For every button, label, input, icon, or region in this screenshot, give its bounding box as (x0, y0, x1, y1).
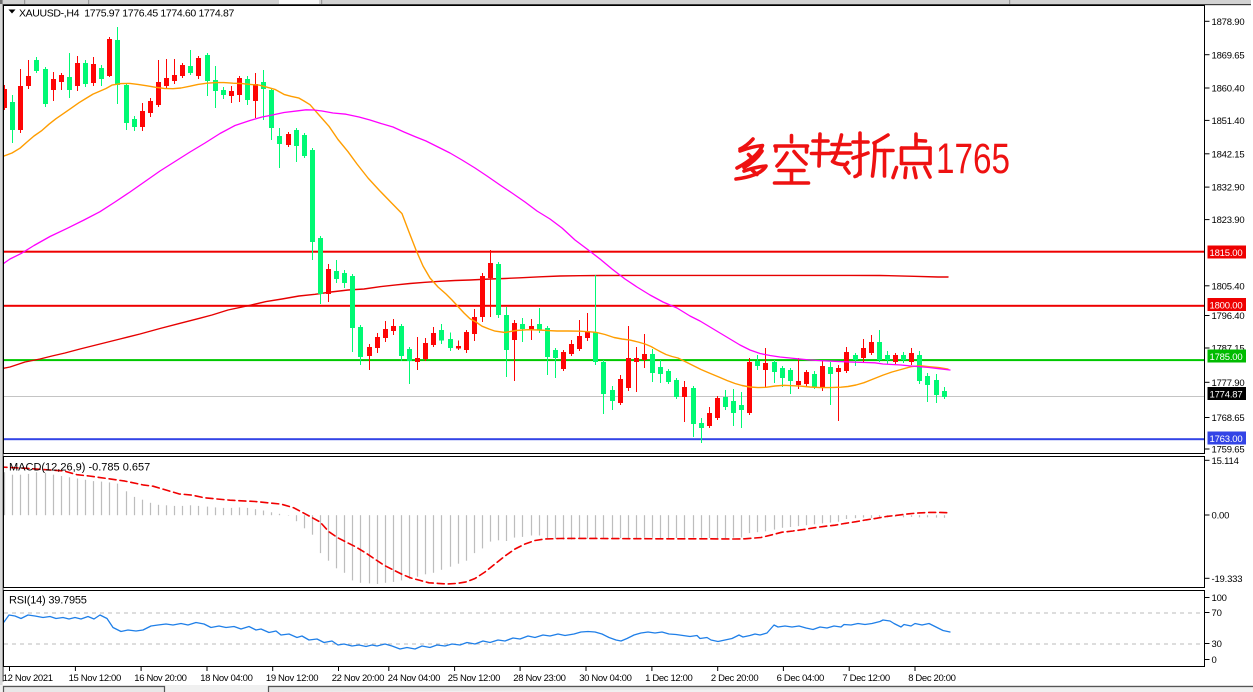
svg-text:1832.90: 1832.90 (1212, 183, 1245, 194)
svg-text:15 Nov 12:00: 15 Nov 12:00 (69, 673, 121, 684)
svg-text:XAUUSD-,H4 1775.97 1776.45 17: XAUUSD-,H4 1775.97 1776.45 1774.60 1774.… (19, 8, 234, 20)
svg-text:0.00: 0.00 (1212, 511, 1230, 522)
svg-text:16 Nov 20:00: 16 Nov 20:00 (134, 673, 186, 684)
svg-text:1869.65: 1869.65 (1212, 50, 1245, 61)
svg-text:1765: 1765 (936, 135, 1010, 183)
svg-text:24 Nov 04:00: 24 Nov 04:00 (388, 673, 440, 684)
svg-text:-19.333: -19.333 (1212, 574, 1243, 585)
svg-text:1851.40: 1851.40 (1212, 116, 1245, 127)
svg-text:12 Nov 2021: 12 Nov 2021 (3, 673, 53, 684)
svg-text:30 Nov 04:00: 30 Nov 04:00 (579, 673, 631, 684)
svg-text:1768.65: 1768.65 (1212, 413, 1245, 424)
svg-text:6 Dec 04:00: 6 Dec 04:00 (777, 673, 824, 684)
svg-text:MACD(12,26,9) -0.785 0.657: MACD(12,26,9) -0.785 0.657 (9, 462, 150, 474)
svg-text:15.114: 15.114 (1212, 456, 1239, 467)
svg-text:1842.15: 1842.15 (1212, 149, 1245, 160)
svg-text:100: 100 (1212, 593, 1227, 604)
svg-text:19 Nov 12:00: 19 Nov 12:00 (266, 673, 318, 684)
svg-text:1759.65: 1759.65 (1212, 445, 1245, 456)
svg-text:18 Nov 04:00: 18 Nov 04:00 (200, 673, 252, 684)
svg-text:25 Nov 12:00: 25 Nov 12:00 (448, 673, 500, 684)
svg-text:1763.00: 1763.00 (1210, 434, 1243, 445)
svg-text:1800.00: 1800.00 (1210, 300, 1243, 311)
svg-text:1774.87: 1774.87 (1210, 389, 1243, 400)
svg-text:1787.15: 1787.15 (1212, 344, 1245, 355)
svg-text:1805.40: 1805.40 (1212, 281, 1245, 292)
svg-text:1796.40: 1796.40 (1212, 311, 1245, 322)
svg-text:30: 30 (1212, 639, 1222, 650)
svg-text:2 Dec 20:00: 2 Dec 20:00 (711, 673, 758, 684)
svg-text:1815.00: 1815.00 (1210, 248, 1243, 259)
svg-text:RSI(14) 39.7955: RSI(14) 39.7955 (9, 595, 87, 607)
svg-text:8 Dec 20:00: 8 Dec 20:00 (908, 673, 955, 684)
svg-text:1 Dec 12:00: 1 Dec 12:00 (645, 673, 692, 684)
svg-text:1878.90: 1878.90 (1212, 17, 1245, 28)
svg-text:70: 70 (1212, 608, 1222, 619)
svg-text:7 Dec 12:00: 7 Dec 12:00 (842, 673, 889, 684)
svg-text:28 Nov 23:00: 28 Nov 23:00 (513, 673, 565, 684)
svg-text:1823.90: 1823.90 (1212, 215, 1245, 226)
svg-text:1785.00: 1785.00 (1210, 352, 1243, 363)
svg-text:1860.40: 1860.40 (1212, 84, 1245, 95)
svg-text:1777.90: 1777.90 (1212, 378, 1245, 389)
svg-text:0: 0 (1212, 655, 1217, 666)
svg-text:22 Nov 20:00: 22 Nov 20:00 (332, 673, 384, 684)
